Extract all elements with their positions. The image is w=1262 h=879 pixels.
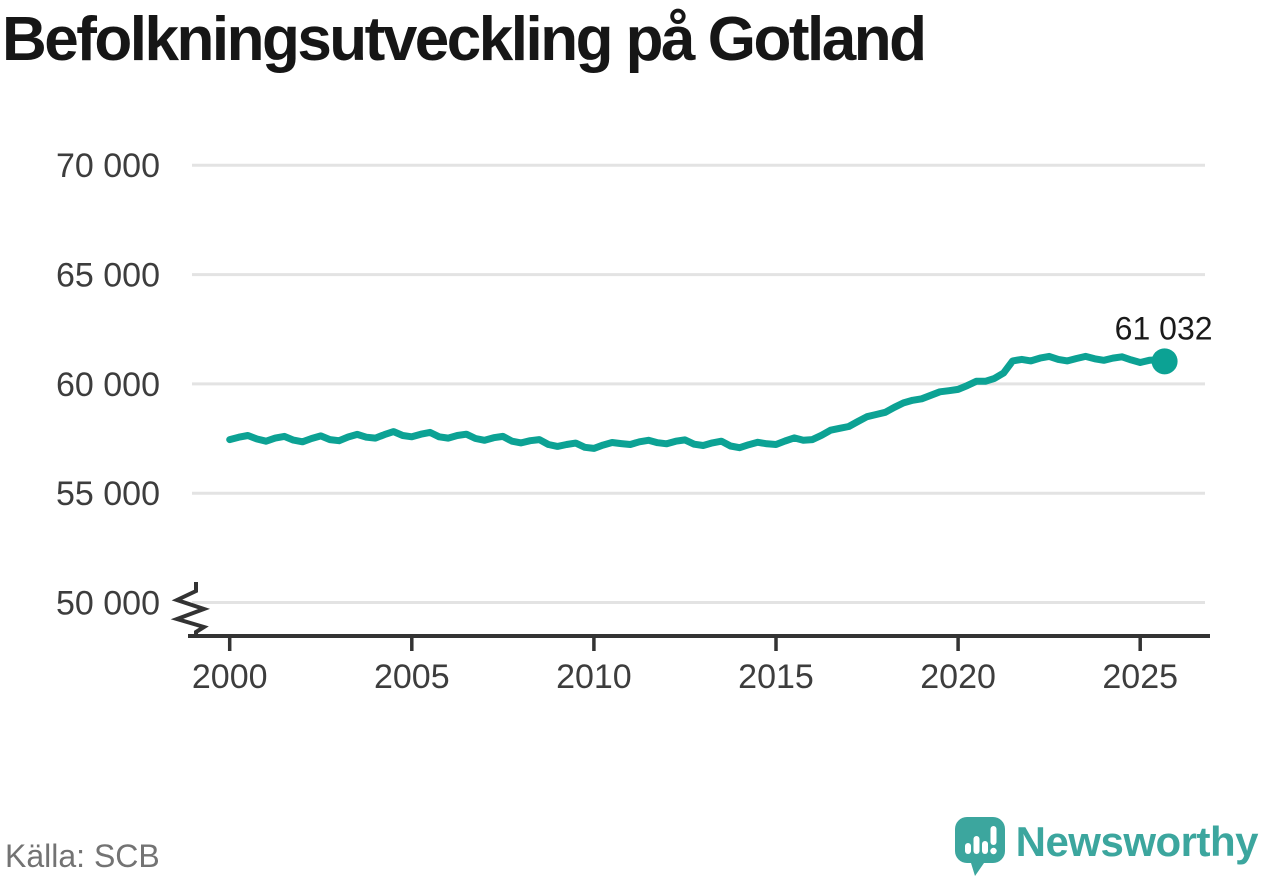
population-line [226, 352, 1169, 452]
x-tick-label: 2005 [374, 658, 450, 696]
end-point-dot [1151, 348, 1178, 375]
y-tick-label: 65 000 [56, 257, 160, 295]
x-tick-label: 2010 [556, 658, 632, 696]
newsworthy-brand: Newsworthy [954, 816, 1259, 879]
axis-break-icon [170, 582, 211, 637]
x-tick-label: 2000 [192, 658, 268, 696]
chart-title: Befolkningsutveckling på Gotland [2, 5, 927, 74]
y-tick-label: 55 000 [56, 475, 160, 513]
y-tick-label: 70 000 [56, 147, 160, 185]
end-value-label: 61 032 [1115, 310, 1213, 346]
y-tick-label: 50 000 [56, 584, 160, 622]
x-tick-label: 2015 [738, 658, 814, 696]
source-label: Källa: SCB [5, 838, 160, 874]
x-tick-label: 2025 [1102, 658, 1178, 696]
y-tick-label: 60 000 [56, 366, 160, 404]
x-tick-label: 2020 [920, 658, 996, 696]
newsworthy-logo-icon [954, 816, 1006, 879]
newsworthy-wordmark: Newsworthy [1015, 818, 1259, 865]
